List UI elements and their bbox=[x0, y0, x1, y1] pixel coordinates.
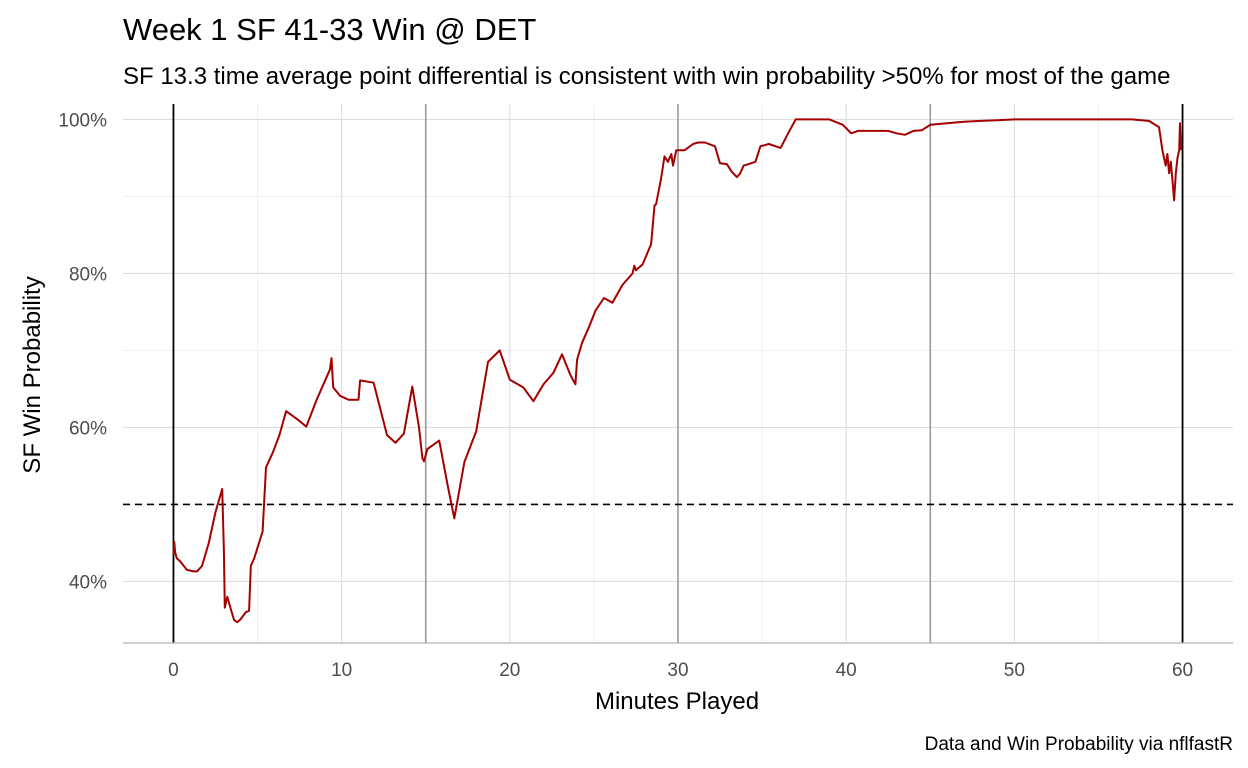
series-layer bbox=[172, 118, 1182, 624]
chart-title: Week 1 SF 41-33 Win @ DET bbox=[123, 12, 536, 47]
tick-labels: 0 10 20 30 40 50 60 40% 60% 80% 100% bbox=[58, 110, 1193, 681]
x-tick-label: 0 bbox=[168, 660, 179, 681]
x-tick-label: 50 bbox=[1004, 660, 1025, 681]
y-tick-label: 40% bbox=[69, 572, 107, 593]
reference-lines bbox=[123, 104, 1233, 643]
x-tick-label: 10 bbox=[331, 660, 352, 681]
x-axis-title: Minutes Played bbox=[595, 688, 759, 715]
win-probability-line bbox=[172, 118, 1182, 624]
y-axis-title: SF Win Probability bbox=[19, 276, 46, 473]
x-tick-label: 60 bbox=[1172, 660, 1193, 681]
x-tick-label: 40 bbox=[836, 660, 857, 681]
y-tick-label: 100% bbox=[58, 110, 107, 131]
x-tick-label: 20 bbox=[499, 660, 520, 681]
chart-caption: Data and Win Probability via nflfastR bbox=[925, 734, 1233, 755]
x-tick-label: 30 bbox=[667, 660, 688, 681]
y-tick-label: 80% bbox=[69, 264, 107, 285]
y-tick-label: 60% bbox=[69, 418, 107, 439]
chart-subtitle: SF 13.3 time average point differential … bbox=[123, 63, 1170, 90]
